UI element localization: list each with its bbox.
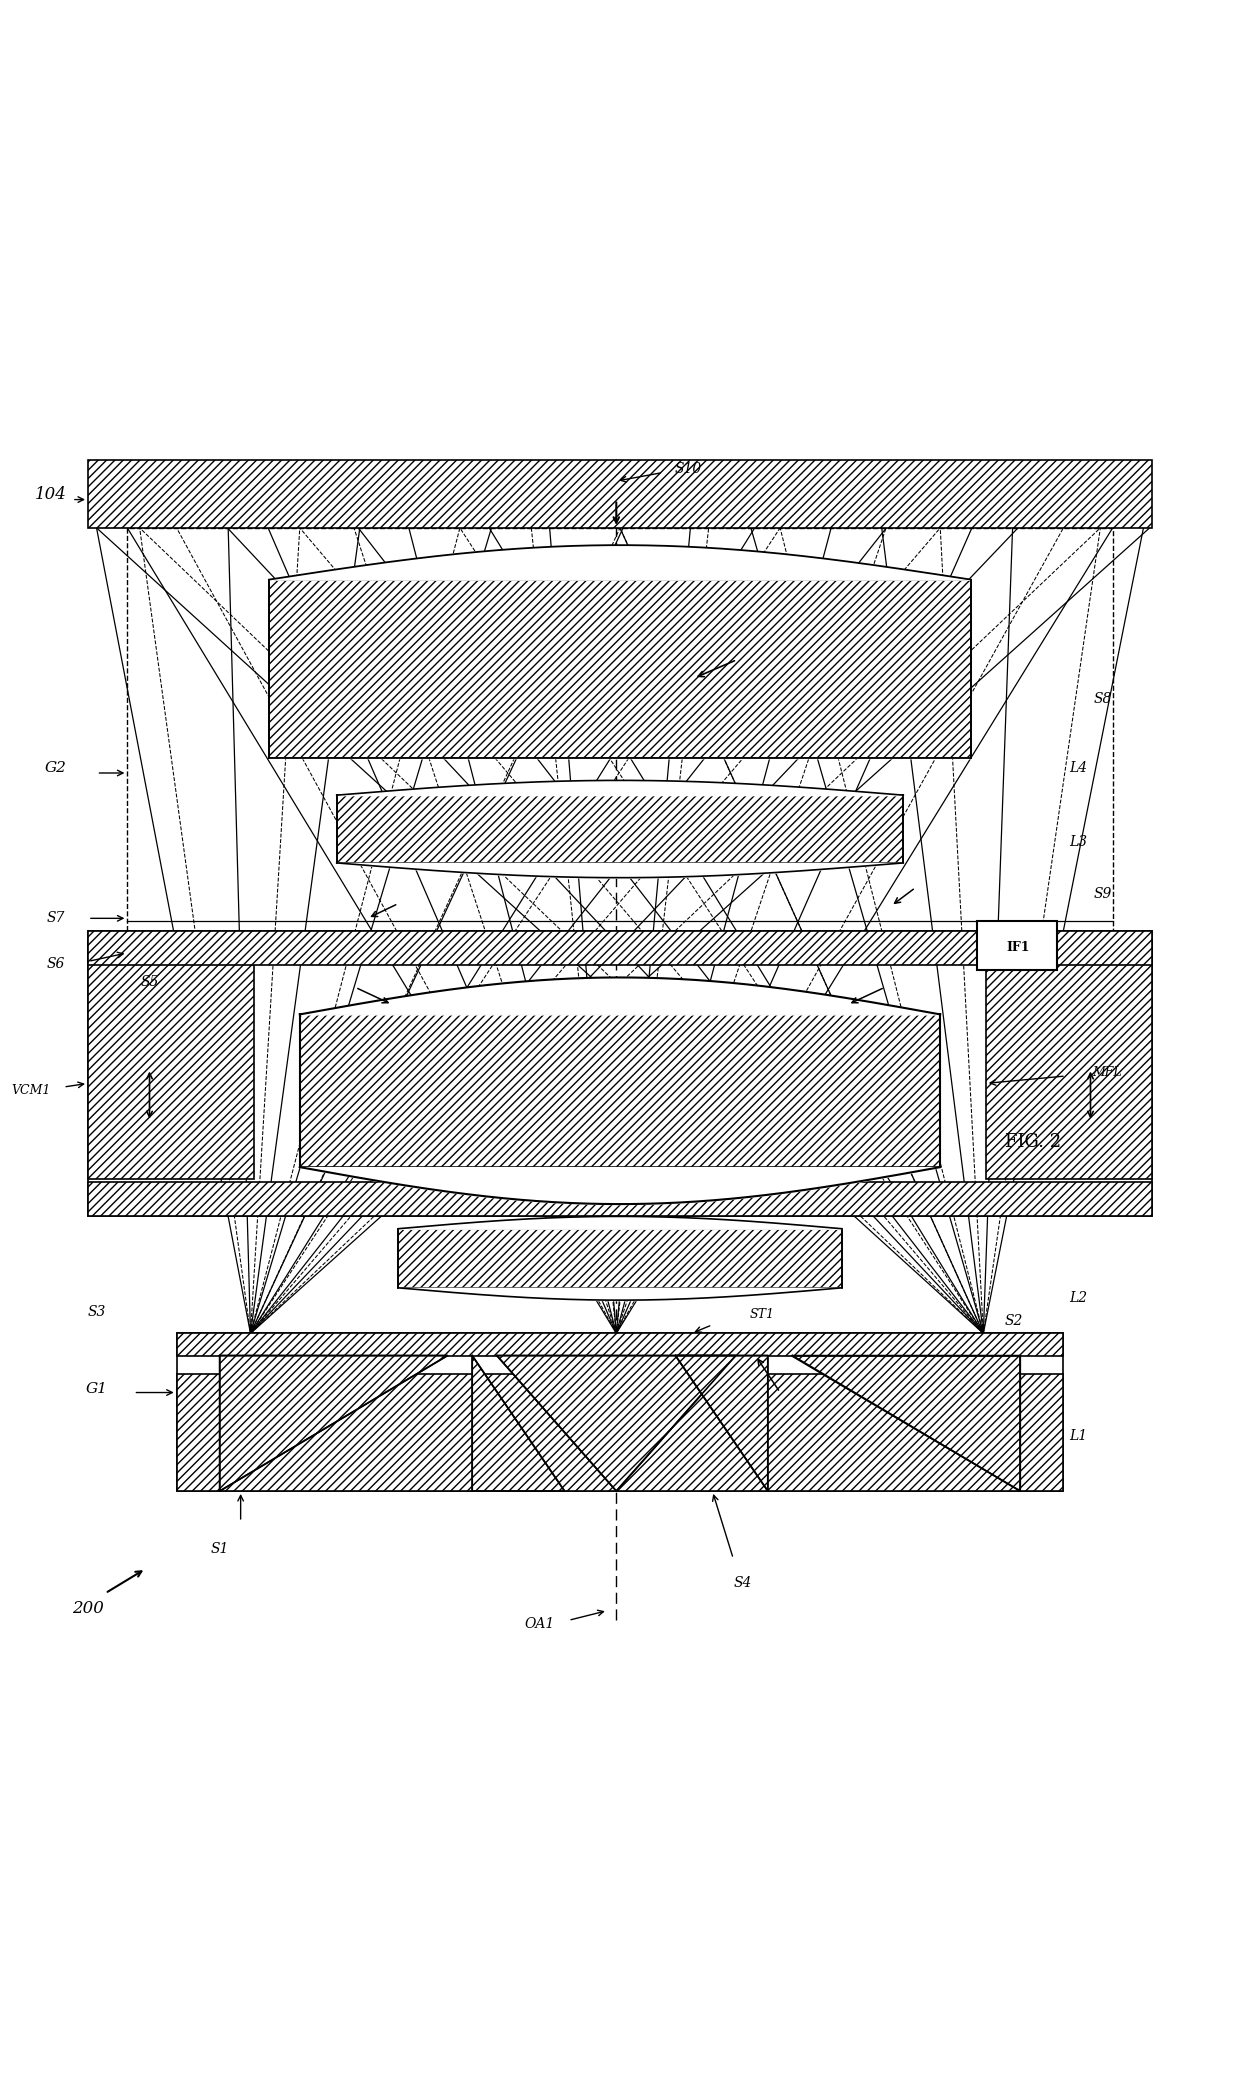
Text: S6: S6: [47, 956, 64, 971]
Text: OA1: OA1: [525, 1616, 556, 1631]
Text: S9: S9: [1094, 887, 1112, 900]
Bar: [977, 921, 1058, 971]
Text: L2: L2: [1069, 1291, 1087, 1304]
Bar: [176, 1375, 1064, 1491]
Bar: [88, 931, 1152, 964]
Text: G2: G2: [45, 760, 67, 775]
Text: S8: S8: [1094, 692, 1112, 706]
Bar: [398, 1229, 842, 1287]
Bar: [88, 942, 254, 1179]
Bar: [986, 942, 1152, 1179]
Text: S3: S3: [87, 1306, 105, 1319]
Polygon shape: [497, 1356, 735, 1491]
Bar: [176, 1333, 1064, 1356]
Text: VCM1: VCM1: [11, 1085, 51, 1098]
Text: IF1: IF1: [1006, 942, 1029, 954]
Text: MFL: MFL: [1091, 1066, 1121, 1079]
Bar: [88, 460, 1152, 527]
Bar: [337, 796, 903, 862]
Bar: [176, 1333, 1064, 1491]
Polygon shape: [219, 1356, 448, 1491]
Polygon shape: [792, 1356, 1021, 1491]
Text: S4: S4: [734, 1577, 753, 1591]
Text: L1: L1: [1069, 1429, 1087, 1444]
Bar: [300, 1014, 940, 1166]
Text: S1: S1: [211, 1541, 229, 1556]
Text: S7: S7: [47, 912, 64, 925]
Polygon shape: [676, 1356, 768, 1491]
Text: L3: L3: [1069, 835, 1087, 850]
Text: FIG. 2: FIG. 2: [1004, 1133, 1060, 1152]
Text: S5: S5: [140, 975, 159, 989]
Text: L4: L4: [1069, 760, 1087, 775]
Bar: [128, 527, 1112, 942]
Bar: [269, 579, 971, 758]
Text: S10: S10: [675, 462, 702, 475]
Text: 200: 200: [72, 1600, 104, 1616]
Text: ST1: ST1: [749, 1308, 774, 1321]
Polygon shape: [472, 1356, 564, 1491]
Bar: [88, 1181, 1152, 1216]
Text: G1: G1: [86, 1381, 108, 1396]
Text: 104: 104: [35, 485, 67, 504]
Text: S2: S2: [1004, 1314, 1023, 1329]
Bar: [88, 931, 1152, 1216]
